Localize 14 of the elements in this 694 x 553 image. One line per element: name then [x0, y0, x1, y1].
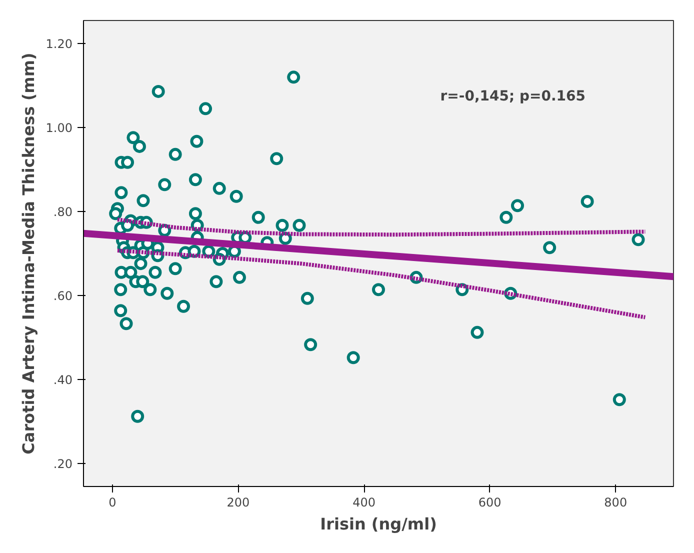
- x-tick-label: 800: [604, 496, 628, 510]
- y-tick-label: 1.00: [46, 121, 72, 136]
- x-tick-label: 400: [352, 496, 376, 510]
- x-tick-label: 0: [108, 496, 116, 510]
- x-tick-label: 600: [478, 496, 502, 510]
- y-axis-title: Carotid Artery Intima-Media Thickness (mm): [18, 52, 38, 454]
- y-tick-label: .20: [53, 456, 73, 471]
- y-tick-label: .60: [53, 288, 73, 303]
- y-tick-label: .40: [53, 372, 73, 387]
- y-tick-label: .80: [53, 205, 73, 220]
- x-tick-label: 200: [226, 496, 250, 510]
- y-tick-label: 1.20: [46, 37, 72, 52]
- annotation: r=-0,145; p=0.165: [440, 88, 586, 104]
- x-axis-title: Irisin (ng/ml): [320, 514, 437, 534]
